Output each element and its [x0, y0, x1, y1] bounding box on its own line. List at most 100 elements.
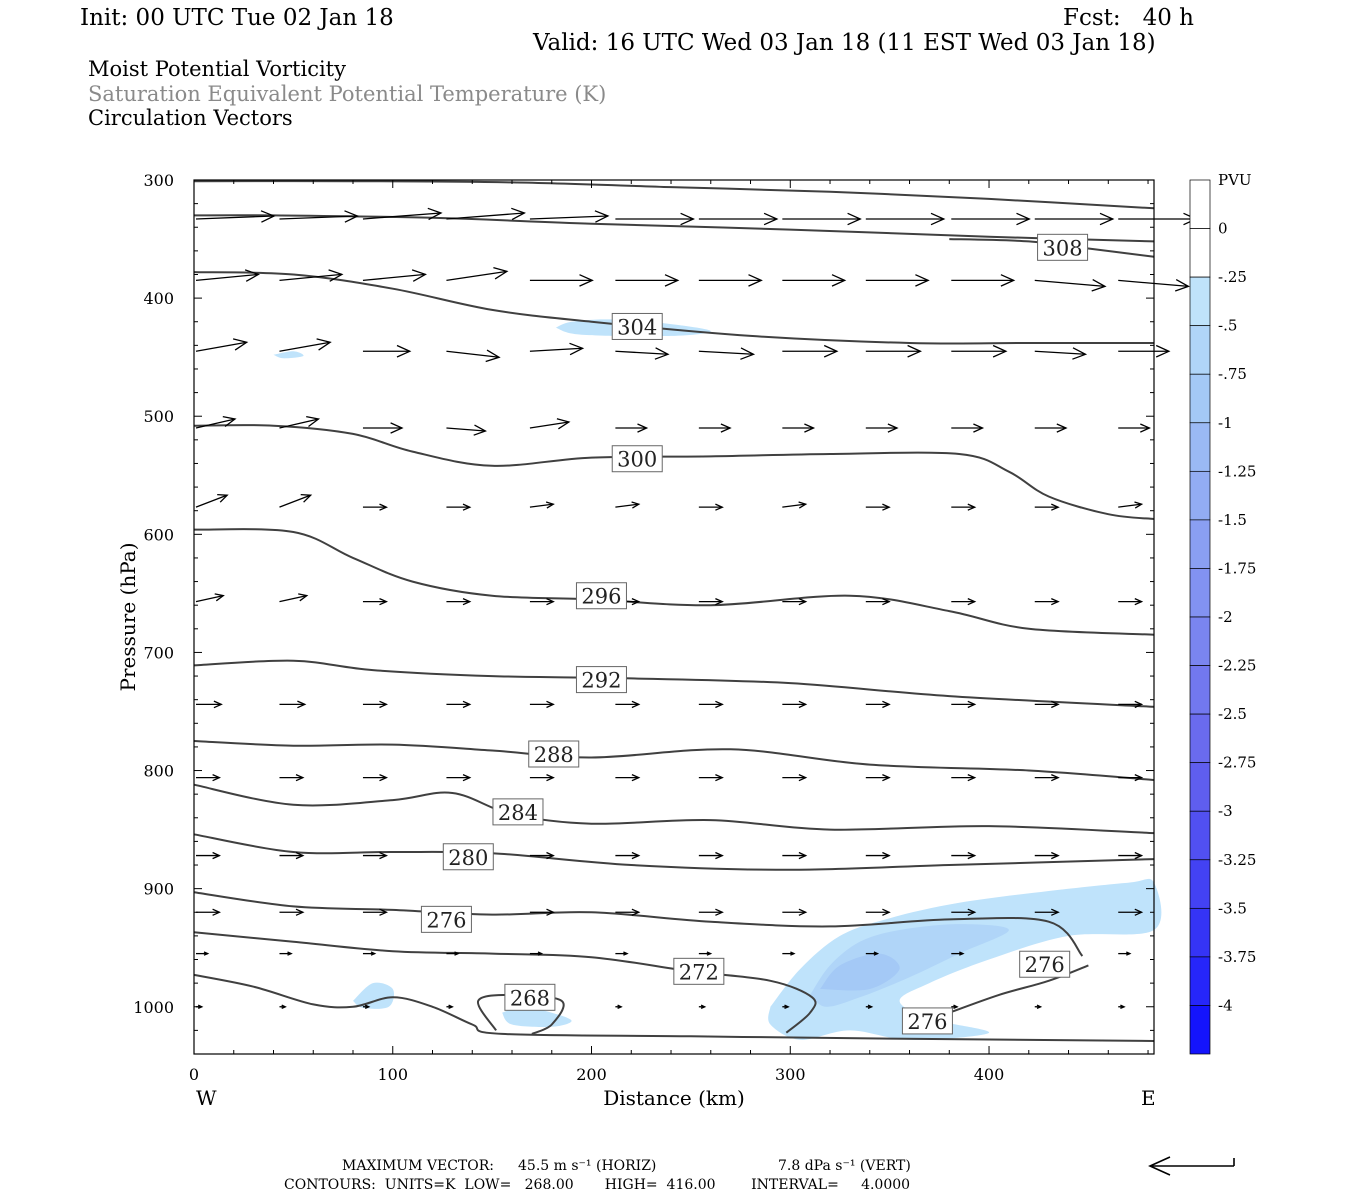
circulation-vector [615, 501, 641, 509]
vector-head [1134, 598, 1144, 606]
circulation-vector [698, 503, 724, 511]
vector-head [556, 418, 571, 430]
vector-head [316, 338, 332, 351]
vector-head [823, 344, 839, 358]
pv-area [768, 878, 1162, 1040]
circulation-vector [446, 700, 472, 709]
vector-head [295, 908, 305, 916]
circulation-vector [362, 598, 389, 606]
circulation-vector [698, 423, 732, 433]
vector-head [631, 851, 641, 860]
circulation-vector [782, 598, 808, 606]
circulation-vector [279, 908, 305, 916]
circulation-vector [279, 338, 332, 352]
vector-head [297, 700, 307, 709]
vector-head [396, 344, 412, 358]
circulation-vector [865, 774, 891, 782]
max-vector-horiz: 45.5 m s⁻¹ (HORIZ) [518, 1158, 657, 1174]
vector-head [462, 700, 472, 709]
vector-head [1126, 951, 1132, 956]
vector-head [882, 598, 891, 606]
circulation-vector [951, 851, 977, 860]
vector-head [715, 774, 724, 782]
vector-head [298, 593, 309, 602]
circulation-vector [279, 415, 321, 429]
circulation-vector [279, 1004, 287, 1009]
x-tick-label: 0 [189, 1065, 199, 1084]
circulation-vector [1118, 279, 1190, 292]
vector-head [260, 210, 276, 223]
circulation-vector [446, 424, 487, 436]
colorbar-label: -3.5 [1218, 899, 1247, 917]
vector-shaft [195, 418, 236, 429]
circulation-vector [951, 1004, 959, 1009]
vector-head [882, 908, 891, 916]
vector-head [804, 423, 816, 433]
vector-head [1051, 774, 1060, 782]
vector-head [882, 774, 891, 782]
colorbar-swatch [1189, 713, 1211, 764]
vector-head [1056, 423, 1068, 433]
contour-label-box [611, 445, 663, 473]
circulation-vector [195, 593, 225, 603]
vector-head [594, 210, 610, 223]
x-tick-label: 300 [775, 1065, 806, 1084]
circulation-vector [195, 493, 229, 508]
vector-head [473, 424, 487, 436]
contour-label: 276 [426, 908, 466, 932]
vector-head [631, 598, 641, 606]
vector-head [763, 212, 779, 226]
contour-label: 276 [907, 1010, 947, 1034]
theta-contour-line [193, 891, 1084, 957]
vector-head [569, 342, 585, 356]
circulation-vector [529, 501, 555, 509]
plot-frame [193, 179, 1155, 1055]
vector-head [967, 503, 977, 511]
circulation-vector [196, 908, 221, 916]
vector-head [637, 423, 649, 433]
vector-head [631, 700, 641, 709]
vector-head [287, 951, 293, 956]
circulation-vector [362, 908, 389, 916]
circulation-vector [195, 269, 260, 282]
y-tick-label: 900 [143, 880, 174, 899]
circulation-vector [362, 1004, 371, 1009]
circulation-vector [782, 344, 839, 358]
circulation-vector [279, 210, 360, 223]
vector-head [907, 344, 922, 358]
forecast-hour: Fcst: 40 h [1063, 5, 1194, 31]
contour-label: 300 [617, 448, 657, 472]
colorbar-swatch [1189, 422, 1211, 472]
vector-head [882, 851, 891, 860]
circulation-vector [615, 347, 670, 360]
colorbar-label: -1.5 [1218, 511, 1247, 529]
circulation-vector [951, 908, 977, 916]
vector-shaft [1118, 503, 1142, 508]
vector-head [1134, 700, 1144, 709]
colorbar-swatch [1189, 373, 1211, 424]
vector-head [462, 598, 472, 606]
colorbar-label: 0 [1218, 220, 1228, 238]
vector-head [232, 338, 249, 351]
vector-head [213, 700, 223, 709]
colorbar-label: -4 [1218, 996, 1233, 1014]
vector-head [654, 347, 670, 360]
circulation-vector [865, 423, 899, 433]
theta-contour-line [193, 180, 1155, 210]
circulation-vector [782, 951, 796, 956]
vector-head [379, 700, 388, 709]
circulation-vector [1118, 423, 1151, 433]
vector-head [715, 851, 724, 860]
circulation-vector [1118, 774, 1144, 782]
colorbar-swatch [1189, 325, 1211, 375]
x-axis-label: Distance (km) [603, 1086, 745, 1110]
circulation-vector [865, 503, 891, 511]
vector-head [1174, 279, 1190, 292]
circulation-vector [698, 212, 779, 226]
vector-head [579, 274, 594, 287]
vector-head [798, 774, 808, 782]
circulation-vector [196, 951, 210, 956]
field-title-pv: Moist Potential Vorticity [88, 57, 346, 81]
circulation-vector [529, 851, 555, 860]
circulation-vector [1034, 908, 1060, 916]
